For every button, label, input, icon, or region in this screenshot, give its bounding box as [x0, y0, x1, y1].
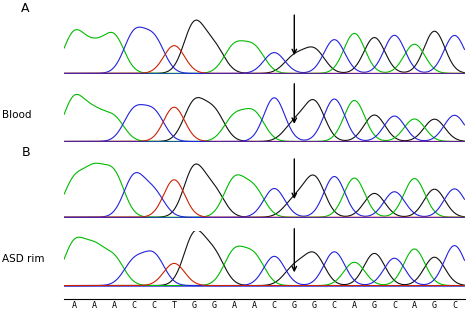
Text: Blood: Blood — [2, 110, 32, 120]
Text: A: A — [252, 301, 257, 310]
Text: A: A — [232, 301, 237, 310]
Text: C: C — [332, 301, 337, 310]
Text: T: T — [172, 301, 177, 310]
Text: C: C — [152, 301, 156, 310]
Text: A: A — [111, 301, 117, 310]
Text: A: A — [91, 301, 97, 310]
Text: C: C — [392, 301, 397, 310]
Text: A: A — [72, 301, 76, 310]
Text: C: C — [452, 301, 457, 310]
Text: A: A — [352, 301, 357, 310]
Text: ASD rim: ASD rim — [2, 254, 45, 264]
Text: C: C — [272, 301, 277, 310]
Text: G: G — [212, 301, 217, 310]
Text: C: C — [132, 301, 137, 310]
Text: A: A — [21, 2, 30, 15]
Text: G: G — [312, 301, 317, 310]
Text: G: G — [432, 301, 437, 310]
Text: B: B — [21, 146, 30, 159]
Text: G: G — [372, 301, 377, 310]
Text: G: G — [292, 301, 297, 310]
Text: G: G — [191, 301, 197, 310]
Text: A: A — [412, 301, 417, 310]
